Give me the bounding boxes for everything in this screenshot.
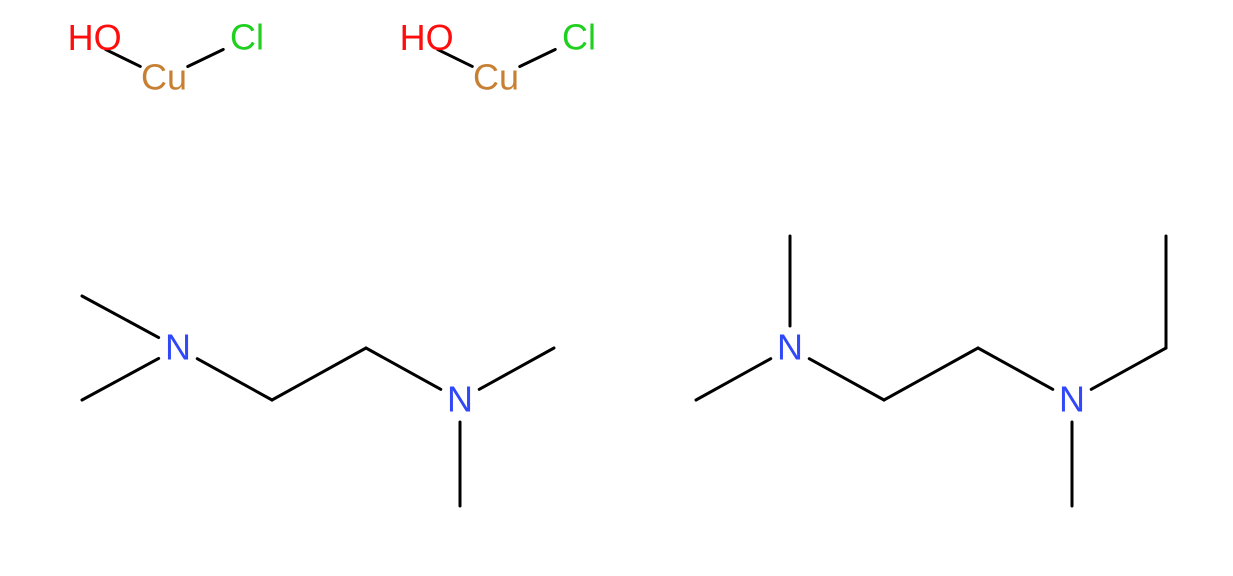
bond-single: [1091, 348, 1166, 389]
bond-single: [884, 348, 978, 400]
atom-n: N: [447, 379, 473, 420]
atom-cu: Cu: [141, 57, 187, 98]
bond-single: [809, 359, 884, 400]
atom-o: HO: [68, 17, 122, 58]
bond-single: [366, 348, 441, 389]
atom-n: N: [1059, 379, 1085, 420]
atom-cl: Cl: [230, 17, 264, 58]
bond-single: [188, 49, 223, 66]
bond-single: [197, 359, 272, 400]
bond-single: [82, 296, 159, 338]
atoms-layer: HO Cu Cl HO Cu Cl N N N N: [68, 17, 1085, 420]
atom-o: HO: [400, 17, 454, 58]
bond-single: [272, 348, 366, 400]
bond-single: [479, 348, 554, 389]
molecule-diagram: HO Cu Cl HO Cu Cl N N N N: [0, 0, 1233, 576]
bond-single: [696, 359, 771, 400]
atom-n: N: [777, 327, 803, 368]
atom-cu: Cu: [473, 57, 519, 98]
bond-single: [978, 348, 1053, 389]
bonds-layer: [82, 49, 1166, 506]
bond-single: [82, 358, 159, 400]
atom-n: N: [165, 327, 191, 368]
atom-cl: Cl: [562, 17, 596, 58]
bond-single: [520, 49, 555, 66]
